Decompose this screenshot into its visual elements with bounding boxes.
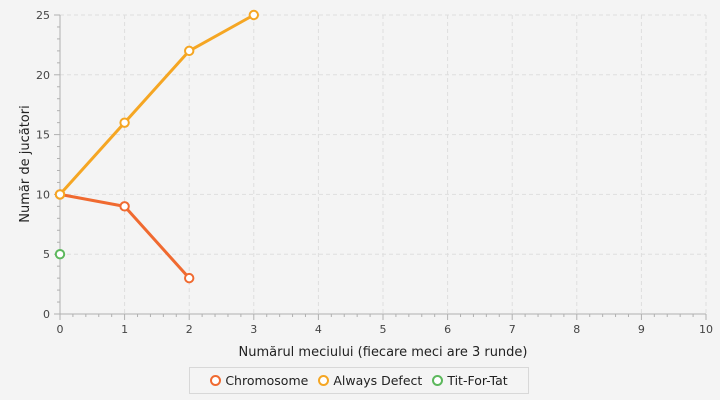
x-tick-label: 4: [315, 323, 322, 336]
data-point-always-defect[interactable]: [248, 9, 260, 21]
y-tick-label: 0: [43, 308, 50, 321]
x-axis-title: Numărul meciului (fiecare meci are 3 run…: [239, 345, 528, 360]
x-tick-label: 7: [509, 323, 516, 336]
legend-label: Always Defect: [333, 373, 423, 388]
data-point-tit-for-tat[interactable]: [54, 249, 66, 260]
y-tick-label: 20: [36, 69, 50, 82]
grid: [60, 14, 707, 314]
axes: [54, 14, 707, 320]
x-tick-label: 9: [638, 323, 645, 336]
data-point-always-defect[interactable]: [119, 117, 130, 128]
y-tick-label: 5: [43, 248, 50, 261]
legend-marker-icon: [210, 375, 222, 386]
series-always-defect: [54, 9, 260, 200]
data-point-always-defect[interactable]: [54, 189, 66, 200]
legend-item-always-defect[interactable]: Always Defect: [318, 373, 422, 388]
legend-label: Chromosome: [225, 373, 309, 388]
x-tick-label: 3: [250, 323, 257, 336]
legend-item-chromosome[interactable]: Chromosome: [210, 373, 308, 388]
series-line-always-defect: [58, 13, 255, 196]
legend-marker-icon: [318, 375, 330, 386]
x-tick-label: 1: [121, 323, 128, 336]
legend: Chromosome Always Defect Tit-For-Tat: [189, 367, 529, 394]
legend-marker-icon: [432, 375, 444, 386]
legend-label: Tit-For-Tat: [447, 373, 508, 388]
x-tick-label: 5: [380, 323, 387, 336]
y-tick-label: 10: [36, 188, 50, 201]
tick-labels: 0 1 2 3 4 5 6 7 8 9 10 0 5 10 15 20 25: [36, 9, 713, 336]
y-axis-title: Număr de jucători: [18, 105, 33, 222]
series-tit-for-tat: [54, 249, 66, 260]
x-tick-label: 0: [57, 323, 64, 336]
data-point-chromosome[interactable]: [184, 272, 195, 284]
legend-item-tit-for-tat[interactable]: Tit-For-Tat: [432, 373, 508, 388]
y-tick-label: 15: [36, 129, 50, 142]
x-tick-label: 8: [573, 323, 580, 336]
series-chromosome: [54, 189, 195, 284]
data-point-chromosome[interactable]: [119, 201, 130, 212]
x-tick-label: 2: [186, 323, 193, 336]
series: [54, 9, 260, 284]
x-tick-label: 6: [444, 323, 451, 336]
data-point-always-defect[interactable]: [184, 45, 195, 57]
x-tick-label: 10: [699, 323, 713, 336]
y-tick-label: 25: [36, 9, 50, 22]
